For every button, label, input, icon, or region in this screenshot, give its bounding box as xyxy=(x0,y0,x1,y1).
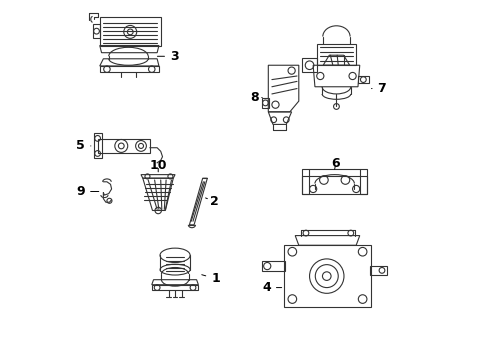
Text: 2: 2 xyxy=(205,195,219,208)
Text: 9: 9 xyxy=(76,185,99,198)
Text: 6: 6 xyxy=(331,157,340,170)
Text: 4: 4 xyxy=(262,281,282,294)
Text: 5: 5 xyxy=(76,139,91,152)
Text: 1: 1 xyxy=(202,272,220,285)
Text: 8: 8 xyxy=(250,91,262,104)
Text: 7: 7 xyxy=(371,82,386,95)
Text: 3: 3 xyxy=(157,50,179,63)
Text: 10: 10 xyxy=(149,159,167,172)
